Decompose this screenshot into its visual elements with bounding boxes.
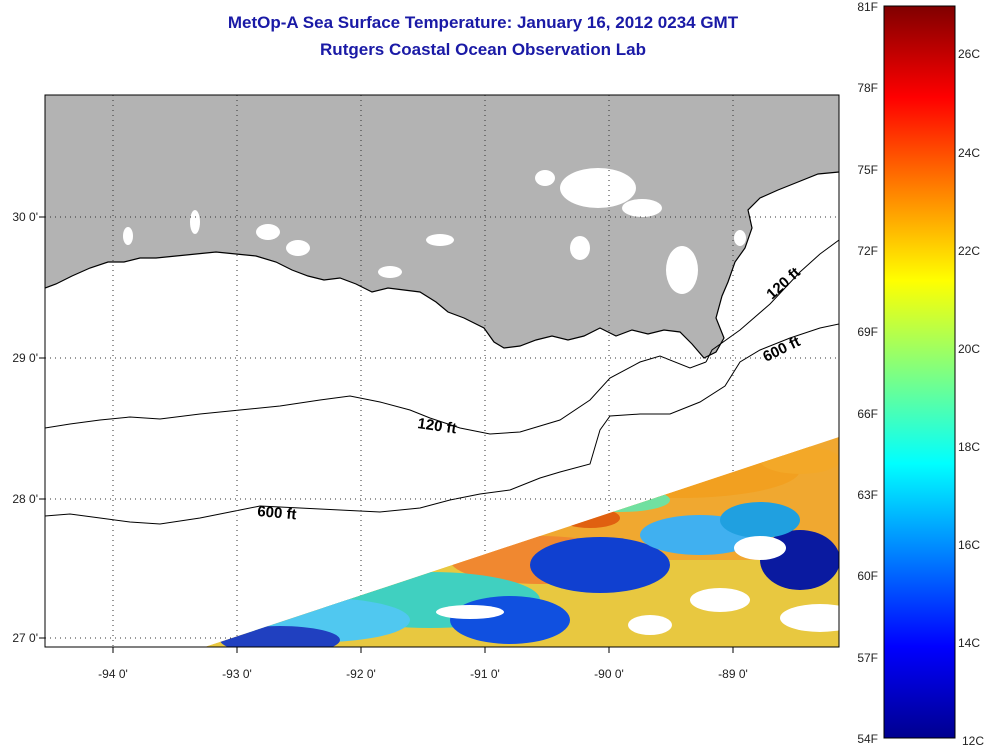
- colorbar-c-label: 22C: [958, 244, 981, 258]
- longitude-label: -93 0': [222, 667, 252, 681]
- latitude-label: 29 0': [12, 351, 38, 365]
- contour-label: 600 ft: [760, 333, 803, 365]
- longitude-label: -92 0': [346, 667, 376, 681]
- colorbar-c-label: 12C: [962, 734, 985, 748]
- depth-contours: [45, 239, 839, 525]
- map-subtitle: Rutgers Coastal Ocean Observation Lab: [320, 40, 646, 59]
- longitude-label: -90 0': [594, 667, 624, 681]
- longitude-label: -91 0': [470, 667, 500, 681]
- colorbar: [883, 5, 956, 739]
- latitude-label: 30 0': [12, 210, 38, 224]
- map-title: MetOp-A Sea Surface Temperature: January…: [227, 13, 739, 32]
- colorbar-c-label: 24C: [958, 146, 981, 160]
- lakes: [123, 168, 746, 294]
- sst-swath: [205, 437, 839, 647]
- colorbar-c-label: 18C: [958, 440, 981, 454]
- colorbar-f-label: 69F: [857, 325, 878, 339]
- axis-ticks: [39, 216, 734, 653]
- colorbar-f-label: 78F: [857, 81, 878, 95]
- colorbar-c-label: 20C: [958, 342, 981, 356]
- colorbar-c-label: 16C: [958, 538, 981, 552]
- colorbar-c-label: 26C: [958, 47, 981, 61]
- contour-label: 120 ft: [763, 264, 803, 303]
- colorbar-f-label: 63F: [857, 488, 878, 502]
- contour-label: 600 ft: [257, 503, 298, 523]
- colorbar-f-label: 75F: [857, 163, 878, 177]
- colorbar-f-label: 66F: [857, 407, 878, 421]
- contour-label: 120 ft: [416, 415, 457, 437]
- latitude-label: 28 0': [12, 492, 38, 506]
- coastline: [45, 171, 839, 359]
- map-frame: [44, 94, 840, 648]
- colorbar-c-label: 14C: [958, 636, 981, 650]
- colorbar-f-label: 81F: [857, 0, 878, 14]
- colorbar-f-label: 72F: [857, 244, 878, 258]
- colorbar-f-label: 57F: [857, 651, 878, 665]
- colorbar-f-label: 54F: [857, 732, 878, 746]
- latitude-label: 27 0': [12, 631, 38, 645]
- longitude-label: -89 0': [718, 667, 748, 681]
- land-mass: [45, 95, 839, 358]
- longitude-label: -94 0': [98, 667, 128, 681]
- colorbar-f-label: 60F: [857, 569, 878, 583]
